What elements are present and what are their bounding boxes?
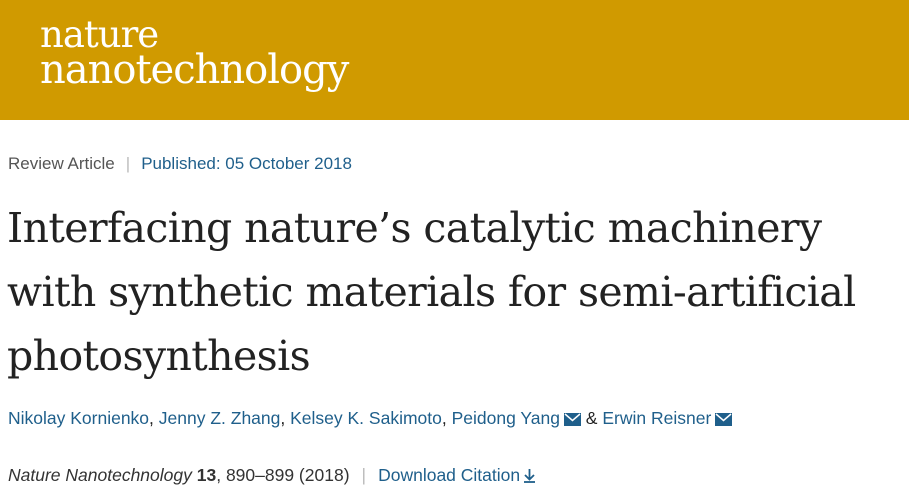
- author-list: Nikolay Kornienko, Jenny Z. Zhang, Kelse…: [8, 408, 733, 429]
- author-link[interactable]: Erwin Reisner: [602, 408, 712, 428]
- published-date: Published: 05 October 2018: [141, 154, 352, 173]
- journal-name: Nature Nanotechnology: [8, 465, 192, 485]
- author-separator: ,: [280, 408, 291, 428]
- author-separator: ,: [441, 408, 452, 428]
- citation-line: Nature Nanotechnology 13, 890–899 (2018)…: [8, 465, 536, 486]
- journal-pages: , 890–899 (2018): [216, 465, 350, 485]
- logo-line-nature: nature: [40, 13, 159, 56]
- article-title: Interfacing nature’s catalytic machinery…: [7, 204, 856, 380]
- citation-separator: |: [361, 465, 367, 485]
- author-link[interactable]: Kelsey K. Sakimoto: [290, 408, 442, 428]
- article-type: Review Article: [8, 154, 115, 173]
- author-link[interactable]: Peidong Yang: [451, 408, 560, 428]
- download-icon: [524, 469, 536, 483]
- article-meta: Review Article | Published: 05 October 201…: [8, 154, 352, 174]
- author-separator: ,: [149, 408, 159, 428]
- logo-line-nanotechnology: nanotechnology: [40, 47, 349, 94]
- meta-separator: |: [125, 154, 131, 173]
- download-citation-link[interactable]: Download Citation: [378, 465, 536, 485]
- journal-logo[interactable]: nature nanotechnology: [40, 13, 349, 94]
- journal-banner: nature nanotechnology: [0, 0, 909, 120]
- author-link[interactable]: Jenny Z. Zhang: [158, 408, 281, 428]
- author-separator: &: [580, 408, 603, 428]
- download-citation-label: Download Citation: [378, 465, 521, 485]
- envelope-icon[interactable]: [715, 413, 733, 426]
- envelope-icon[interactable]: [563, 413, 581, 426]
- journal-volume: 13: [196, 465, 217, 485]
- author-link[interactable]: Nikolay Kornienko: [8, 408, 150, 428]
